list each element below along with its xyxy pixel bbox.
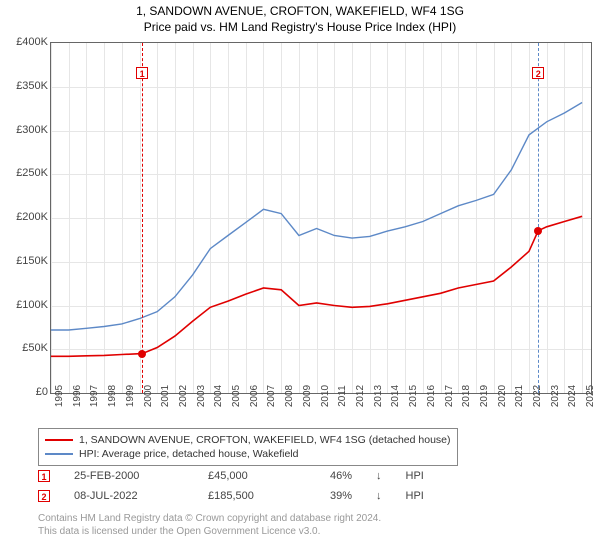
- sales-row-date: 25-FEB-2000: [74, 470, 184, 482]
- x-axis-tick: 2008: [284, 385, 295, 407]
- x-axis-tick: 1997: [89, 385, 100, 407]
- legend-swatch: [45, 453, 73, 455]
- series-hpi-line: [51, 103, 582, 331]
- x-axis-tick: 2019: [479, 385, 490, 407]
- sales-table: 1 25-FEB-2000 £45,000 46% ↓ HPI 2 08-JUL-2022 £1…: [38, 466, 424, 506]
- legend-label: HPI: Average price, detached house, Wake…: [79, 447, 298, 461]
- legend-row: HPI: Average price, detached house, Wake…: [45, 447, 451, 461]
- legend-label: 1, SANDOWN AVENUE, CROFTON, WAKEFIELD, W…: [79, 433, 451, 447]
- sale-marker-line: [538, 43, 539, 393]
- arrow-down-icon: ↓: [376, 490, 382, 502]
- x-axis-tick: 2010: [320, 385, 331, 407]
- x-axis-tick: 2011: [337, 385, 348, 407]
- chart-title-subtitle: Price paid vs. HM Land Registry's House …: [0, 20, 600, 34]
- y-axis-tick: £100K: [2, 299, 48, 311]
- x-axis-tick: 2017: [444, 385, 455, 407]
- chart-lines: [51, 43, 591, 393]
- y-axis-tick: £350K: [2, 80, 48, 92]
- sale-marker-line: [142, 43, 143, 393]
- arrow-down-icon: ↓: [376, 470, 382, 482]
- chart-legend: 1, SANDOWN AVENUE, CROFTON, WAKEFIELD, W…: [38, 428, 458, 466]
- chart-footer: Contains HM Land Registry data © Crown c…: [38, 512, 381, 538]
- sale-marker-badge: 2: [532, 67, 544, 79]
- sales-row-price: £45,000: [208, 470, 298, 482]
- sales-row-pct: 39%: [322, 490, 352, 502]
- x-axis-tick: 2002: [178, 385, 189, 407]
- footer-licence: This data is licensed under the Open Gov…: [38, 525, 381, 538]
- sales-row-hpi: HPI: [406, 490, 424, 502]
- y-axis-tick: £400K: [2, 36, 48, 48]
- x-axis-tick: 2024: [567, 385, 578, 407]
- x-axis-tick: 2018: [461, 385, 472, 407]
- sale-marker-badge: 1: [136, 67, 148, 79]
- x-axis-tick: 2003: [196, 385, 207, 407]
- x-axis-tick: 2013: [373, 385, 384, 407]
- legend-swatch: [45, 439, 73, 441]
- sales-row-badge: 1: [38, 470, 50, 482]
- x-axis-tick: 2014: [390, 385, 401, 407]
- x-axis-tick: 2015: [408, 385, 419, 407]
- sales-row-date: 08-JUL-2022: [74, 490, 184, 502]
- chart-plot-area: 12: [50, 42, 592, 394]
- x-axis-tick: 1999: [125, 385, 136, 407]
- sales-table-row: 2 08-JUL-2022 £185,500 39% ↓ HPI: [38, 486, 424, 506]
- x-axis-tick: 2023: [550, 385, 561, 407]
- x-axis-tick: 1996: [72, 385, 83, 407]
- x-axis-tick: 2021: [514, 385, 525, 407]
- x-axis-tick: 2012: [355, 385, 366, 407]
- x-axis-tick: 2020: [497, 385, 508, 407]
- x-axis-tick: 2022: [532, 385, 543, 407]
- x-axis-tick: 1998: [107, 385, 118, 407]
- y-axis-tick: £300K: [2, 124, 48, 136]
- y-axis-tick: £200K: [2, 211, 48, 223]
- x-axis-tick: 2007: [266, 385, 277, 407]
- y-axis-tick: £250K: [2, 167, 48, 179]
- x-axis-tick: 2016: [426, 385, 437, 407]
- legend-row: 1, SANDOWN AVENUE, CROFTON, WAKEFIELD, W…: [45, 433, 451, 447]
- series-property-line: [51, 216, 582, 356]
- footer-copyright: Contains HM Land Registry data © Crown c…: [38, 512, 381, 525]
- sales-row-badge: 2: [38, 490, 50, 502]
- y-axis-tick: £50K: [2, 342, 48, 354]
- x-axis-tick: 2025: [585, 385, 596, 407]
- sale-marker-point: [534, 227, 542, 235]
- x-axis-tick: 2004: [213, 385, 224, 407]
- sales-row-hpi: HPI: [406, 470, 424, 482]
- x-axis-tick: 2001: [160, 385, 171, 407]
- y-axis-tick: £150K: [2, 255, 48, 267]
- x-axis-tick: 2006: [249, 385, 260, 407]
- sales-row-price: £185,500: [208, 490, 298, 502]
- sales-row-pct: 46%: [322, 470, 352, 482]
- chart-title-address: 1, SANDOWN AVENUE, CROFTON, WAKEFIELD, W…: [0, 4, 600, 18]
- x-axis-tick: 2005: [231, 385, 242, 407]
- x-axis-tick: 2009: [302, 385, 313, 407]
- sale-marker-point: [138, 350, 146, 358]
- sales-table-row: 1 25-FEB-2000 £45,000 46% ↓ HPI: [38, 466, 424, 486]
- x-axis-tick: 1995: [54, 385, 65, 407]
- y-axis-tick: £0: [2, 386, 48, 398]
- x-axis-tick: 2000: [143, 385, 154, 407]
